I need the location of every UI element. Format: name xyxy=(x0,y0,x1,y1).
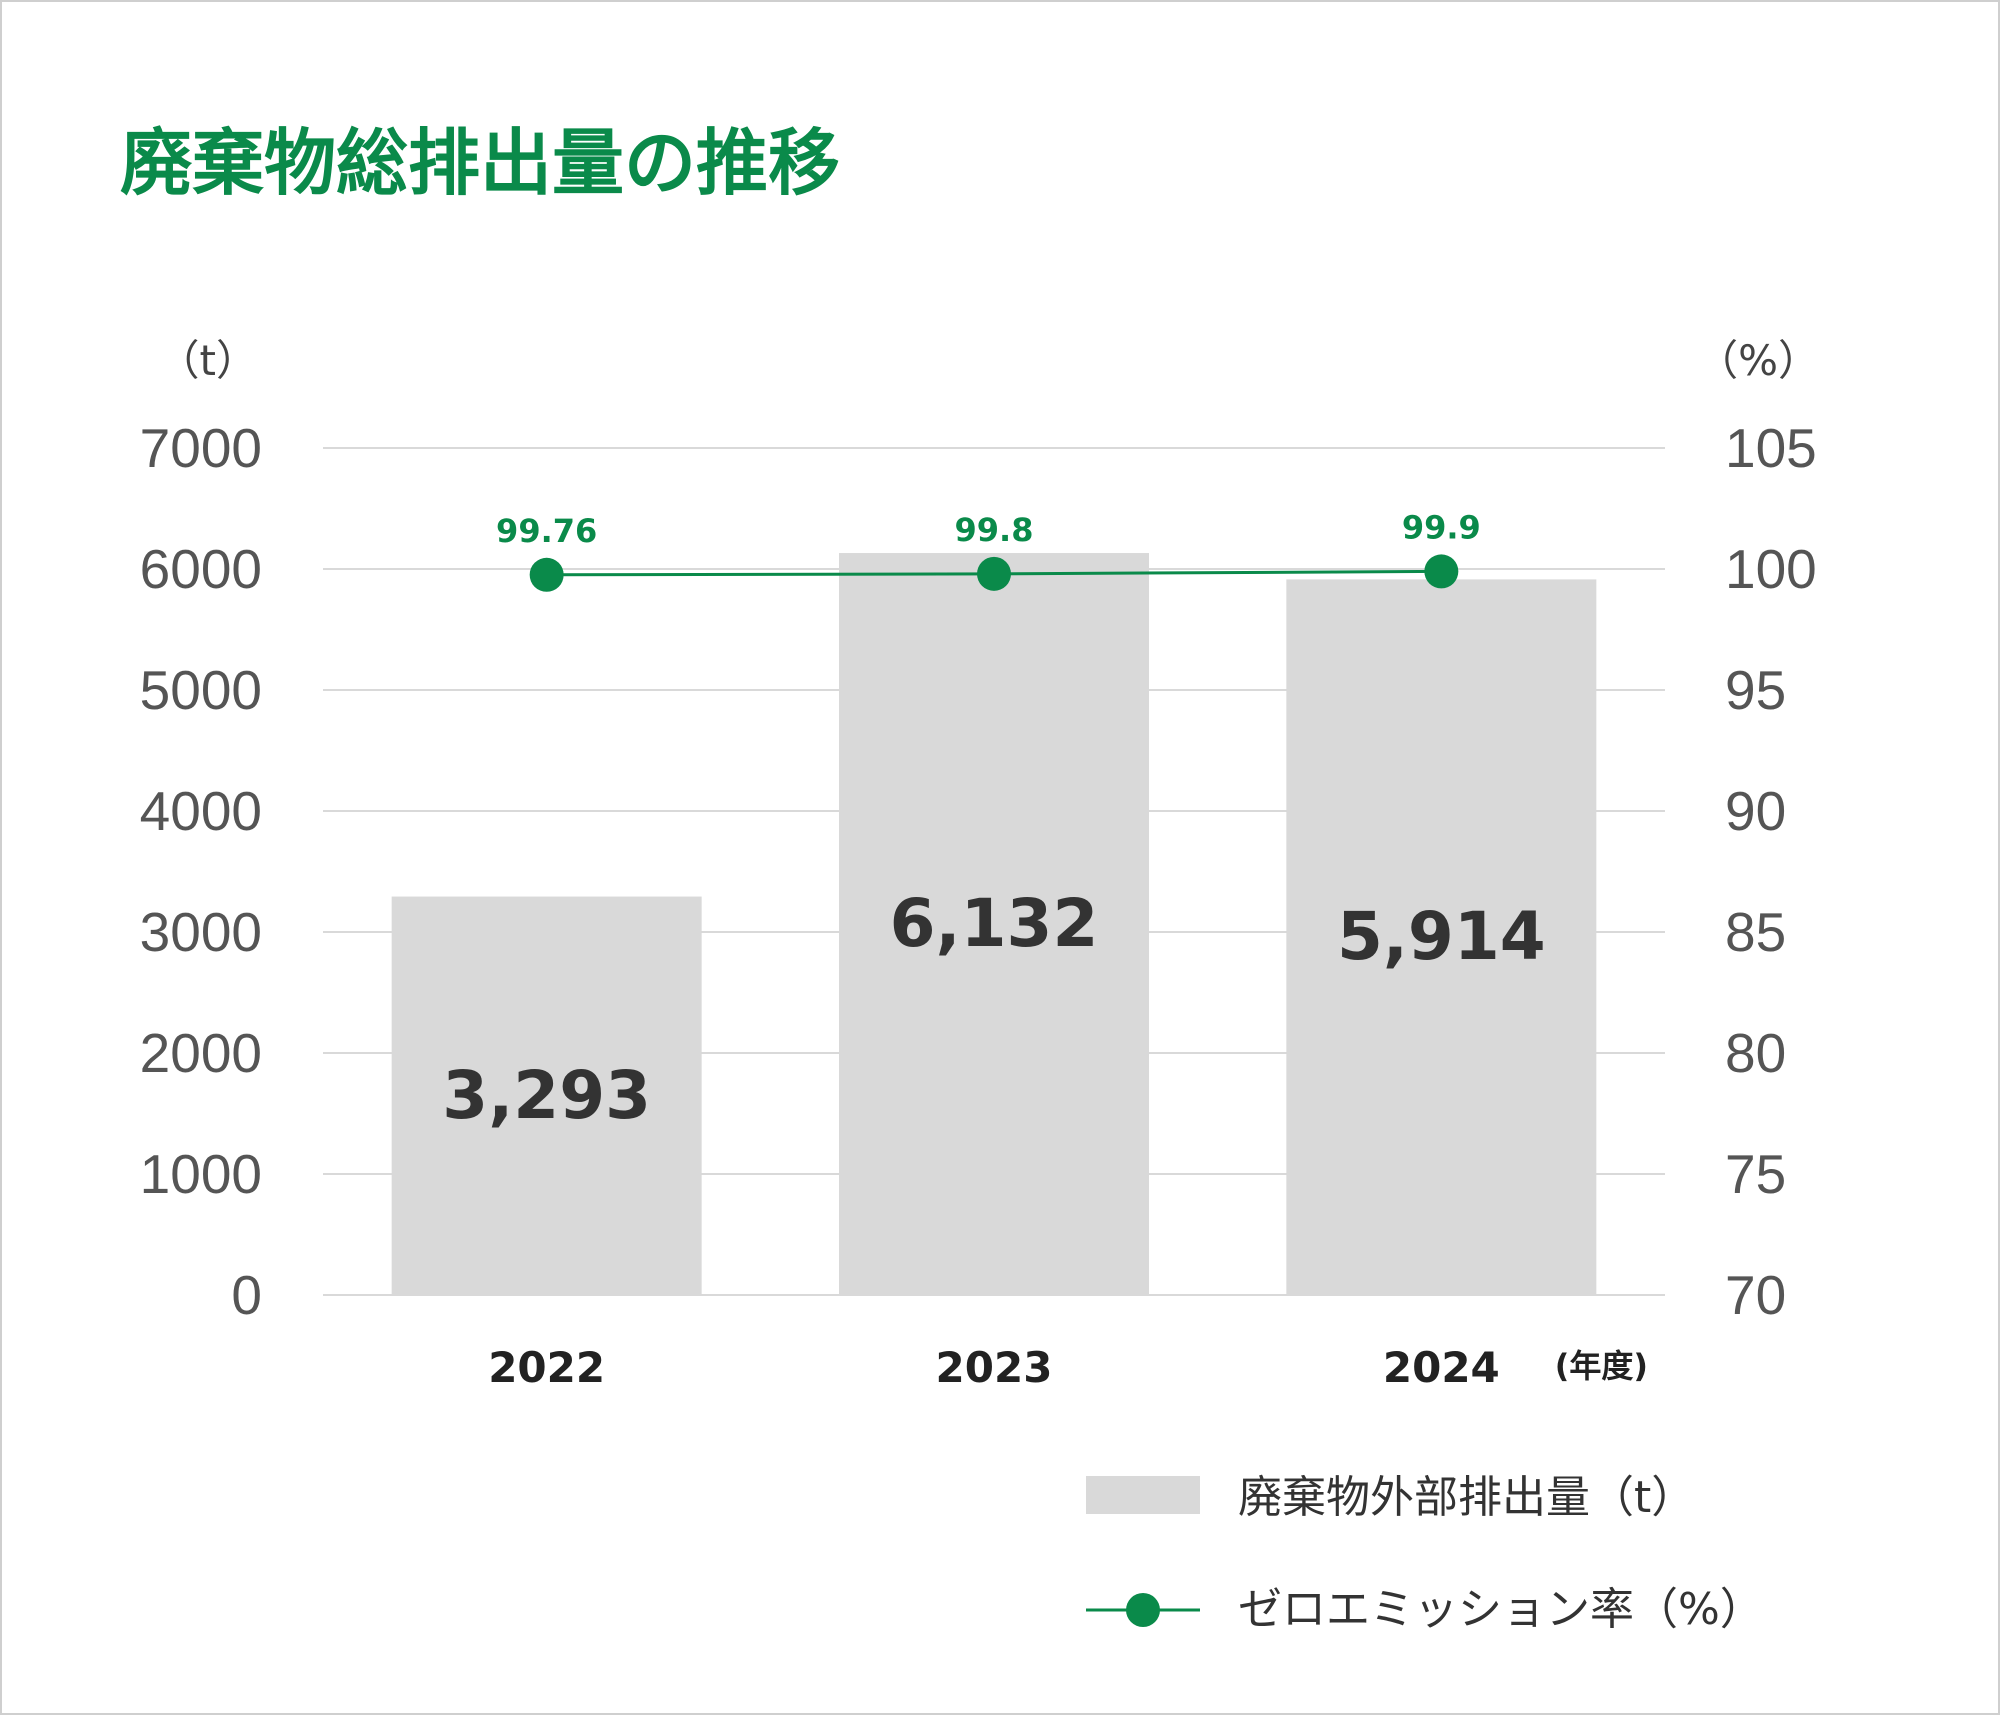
left-axis-tick-label: 0 xyxy=(231,1264,262,1326)
chart-title: 廃棄物総排出量の推移 xyxy=(120,121,840,205)
line-data-label: 99.8 xyxy=(955,511,1034,549)
bar-data-label: 3,293 xyxy=(442,1057,651,1134)
right-axis-ticks: 105 100 95 90 85 80 75 70 xyxy=(1725,417,1817,1326)
right-axis-tick-label: 90 xyxy=(1725,780,1786,842)
legend-bar-swatch xyxy=(1086,1476,1200,1514)
right-axis-tick-label: 85 xyxy=(1725,901,1786,963)
legend-bar-label: 廃棄物外部排出量（t） xyxy=(1238,1472,1695,1523)
right-axis-tick-label: 70 xyxy=(1725,1264,1786,1326)
right-axis-unit: （%） xyxy=(1696,336,1820,385)
x-axis-category-label: 2024 xyxy=(1383,1343,1500,1392)
line-point xyxy=(977,556,1011,591)
left-axis-unit: （t） xyxy=(158,336,258,385)
bar-series: 3,293 6,132 5,914 xyxy=(391,553,1597,1295)
line-data-label: 99.76 xyxy=(496,512,597,550)
left-axis-tick-label: 2000 xyxy=(140,1022,262,1084)
legend-line-label: ゼロエミッション率（%） xyxy=(1238,1584,1764,1635)
legend: 廃棄物外部排出量（t） ゼロエミッション率（%） xyxy=(1086,1472,1764,1635)
legend-line-marker xyxy=(1126,1593,1160,1627)
bar xyxy=(1286,579,1597,1295)
right-axis-tick-label: 80 xyxy=(1725,1022,1786,1084)
line-series: 99.76 99.8 99.9 xyxy=(496,508,1481,592)
bar xyxy=(839,553,1149,1295)
right-axis-tick-label: 95 xyxy=(1725,659,1786,721)
bar-data-label: 6,132 xyxy=(890,885,1099,962)
bar-data-label: 5,914 xyxy=(1337,898,1546,975)
x-axis-unit: (年度) xyxy=(1555,1347,1648,1385)
left-axis-ticks: 7000 6000 5000 4000 3000 2000 1000 0 xyxy=(140,417,262,1326)
left-axis-tick-label: 3000 xyxy=(140,901,262,963)
right-axis-tick-label: 75 xyxy=(1725,1143,1786,1205)
left-axis-tick-label: 7000 xyxy=(140,417,262,479)
x-axis-category-label: 2023 xyxy=(936,1343,1053,1392)
bar xyxy=(391,896,702,1295)
left-axis-tick-label: 6000 xyxy=(140,538,262,600)
left-axis-tick-label: 1000 xyxy=(140,1143,262,1205)
x-axis-category-label: 2022 xyxy=(488,1343,605,1392)
right-axis-tick-label: 105 xyxy=(1725,417,1817,479)
line-point xyxy=(1424,554,1459,589)
left-axis-tick-label: 4000 xyxy=(140,780,262,842)
line-point xyxy=(529,557,564,592)
x-axis-categories: 2022 2023 2024 xyxy=(488,1343,1500,1392)
line-data-label: 99.9 xyxy=(1402,508,1481,546)
right-axis-tick-label: 100 xyxy=(1725,538,1817,600)
left-axis-tick-label: 5000 xyxy=(140,659,262,721)
